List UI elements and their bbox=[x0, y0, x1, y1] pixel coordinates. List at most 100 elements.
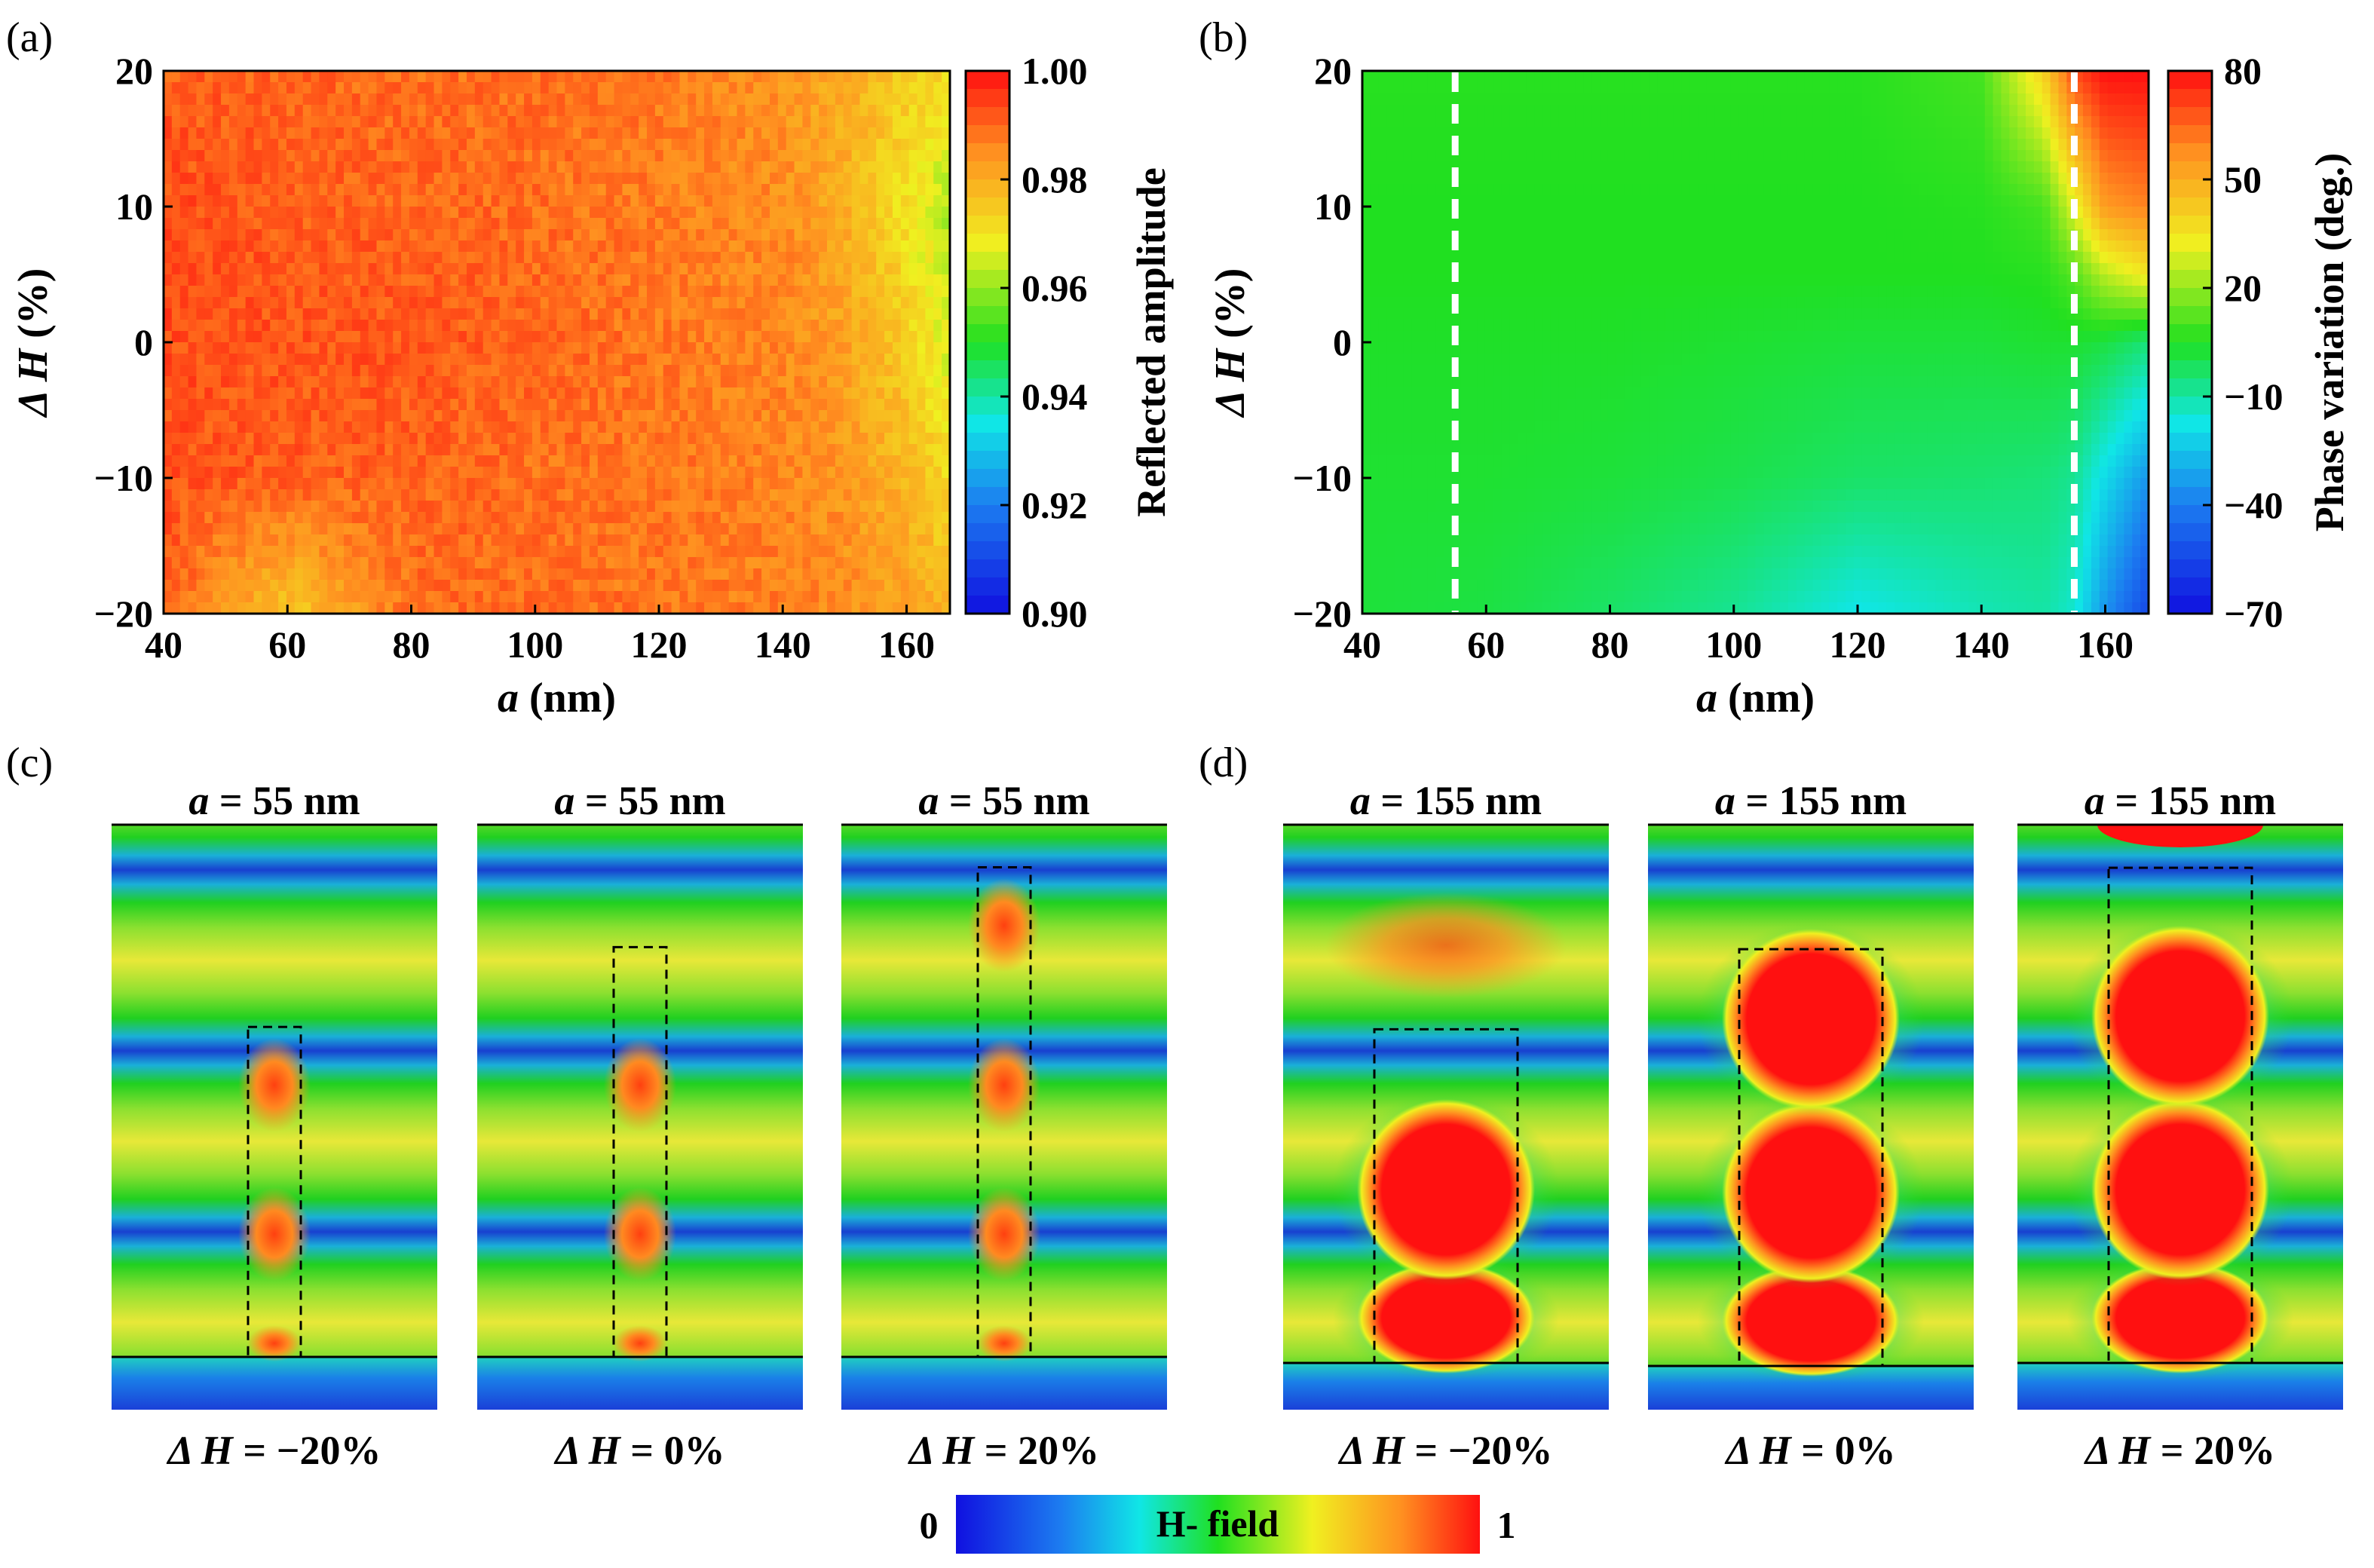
heatmap-cell bbox=[221, 229, 230, 241]
heatmap-cell bbox=[196, 534, 206, 547]
heatmap-cell bbox=[368, 331, 378, 343]
heatmap-cell bbox=[425, 82, 435, 94]
heatmap-cell bbox=[458, 455, 467, 467]
heatmap-cell bbox=[942, 512, 951, 524]
heatmap-cell bbox=[164, 433, 173, 445]
heatmap-cell bbox=[810, 365, 819, 377]
heatmap-cell bbox=[474, 557, 484, 569]
heatmap-cell bbox=[253, 410, 263, 422]
heatmap-cell bbox=[474, 207, 484, 219]
heatmap-cell bbox=[417, 376, 427, 388]
heatmap-cell bbox=[679, 320, 689, 332]
heatmap-cell bbox=[270, 252, 279, 264]
heatmap-cell bbox=[769, 127, 779, 139]
heatmap-cell bbox=[597, 116, 607, 128]
heatmap-cell bbox=[319, 376, 329, 388]
heatmap-cell bbox=[728, 139, 738, 151]
heatmap-cell bbox=[171, 602, 181, 614]
colorbar-band bbox=[966, 198, 1009, 216]
heatmap-cell bbox=[769, 274, 779, 286]
heatmap-cell bbox=[450, 489, 459, 501]
heatmap-cell bbox=[179, 591, 189, 603]
heatmap-cell bbox=[647, 308, 656, 320]
heatmap-cell bbox=[720, 150, 730, 162]
heatmap-cell bbox=[761, 161, 770, 173]
heatmap-cell bbox=[827, 184, 836, 196]
heatmap-cell bbox=[565, 116, 574, 128]
heatmap-cell bbox=[351, 512, 361, 524]
heatmap-cell bbox=[442, 478, 452, 490]
heatmap-cell bbox=[900, 274, 910, 286]
heatmap-cell bbox=[409, 93, 418, 106]
heatmap-cell bbox=[548, 580, 558, 592]
heatmap-cell bbox=[868, 602, 878, 614]
heatmap-cell bbox=[737, 127, 746, 139]
heatmap-cell bbox=[581, 568, 590, 580]
heatmap-cell bbox=[482, 478, 492, 490]
heatmap-cell bbox=[900, 444, 910, 456]
heatmap-cell bbox=[639, 433, 648, 445]
heatmap-cell bbox=[270, 229, 279, 241]
heatmap-cell bbox=[179, 116, 189, 128]
heatmap-cell bbox=[925, 218, 935, 230]
heatmap-cell bbox=[228, 410, 238, 422]
heatmap-cell bbox=[253, 229, 263, 241]
heatmap-cell bbox=[835, 365, 844, 377]
heatmap-cell bbox=[876, 139, 885, 151]
heatmap-cell bbox=[409, 82, 418, 94]
heatmap-cell bbox=[696, 105, 705, 117]
heatmap-cell bbox=[409, 105, 418, 117]
heatmap-cell bbox=[2009, 82, 2018, 94]
heatmap-cell bbox=[278, 557, 287, 569]
heatmap-cell bbox=[196, 93, 206, 106]
heatmap-cell bbox=[376, 173, 386, 185]
heatmap-cell bbox=[589, 534, 599, 547]
heatmap-cell bbox=[892, 150, 902, 162]
heatmap-cell bbox=[556, 489, 566, 501]
heatmap-cell bbox=[1411, 71, 1420, 83]
heatmap-cell bbox=[573, 489, 582, 501]
heatmap-cell bbox=[614, 263, 623, 275]
heatmap-cell bbox=[474, 93, 484, 106]
heatmap-cell bbox=[393, 320, 402, 332]
heatmap-cell bbox=[654, 139, 664, 151]
heatmap-cell bbox=[704, 557, 713, 569]
heatmap-cell bbox=[384, 557, 394, 569]
heatmap-cell bbox=[556, 410, 566, 422]
heatmap-cell bbox=[368, 93, 378, 106]
heatmap-cell bbox=[933, 399, 942, 411]
heatmap-cell bbox=[581, 489, 590, 501]
heatmap-cell bbox=[278, 399, 287, 411]
heatmap-cell bbox=[433, 331, 443, 343]
heatmap-cell bbox=[507, 365, 516, 377]
heatmap-cell bbox=[1944, 82, 1953, 94]
heatmap-cell bbox=[556, 557, 566, 569]
heatmap-cell bbox=[474, 467, 484, 479]
heatmap-cell bbox=[679, 387, 689, 400]
heatmap-cell bbox=[531, 116, 541, 128]
heatmap-cell bbox=[671, 286, 681, 298]
heatmap-cell bbox=[581, 546, 590, 558]
heatmap-cell bbox=[556, 71, 566, 83]
heatmap-cell bbox=[671, 568, 681, 580]
heatmap-cell bbox=[245, 365, 255, 377]
heatmap-cell bbox=[458, 387, 467, 400]
heatmap-cell bbox=[696, 580, 705, 592]
heatmap-cell bbox=[647, 173, 656, 185]
heatmap-cell bbox=[630, 331, 639, 343]
heatmap-cell bbox=[843, 342, 853, 354]
heatmap-cell bbox=[228, 376, 238, 388]
heatmap-cell bbox=[253, 297, 263, 309]
heatmap-cell bbox=[597, 342, 607, 354]
heatmap-cell bbox=[679, 365, 689, 377]
heatmap-cell bbox=[524, 467, 533, 479]
heatmap-cell bbox=[737, 252, 746, 264]
heatmap-cell bbox=[712, 489, 721, 501]
heatmap-cell bbox=[417, 274, 427, 286]
heatmap-cell bbox=[245, 127, 255, 139]
heatmap-cell bbox=[491, 467, 501, 479]
heatmap-cell bbox=[2058, 93, 2068, 106]
heatmap-cell bbox=[1878, 71, 1888, 83]
heatmap-cell bbox=[777, 433, 787, 445]
heatmap-cell bbox=[204, 365, 213, 377]
